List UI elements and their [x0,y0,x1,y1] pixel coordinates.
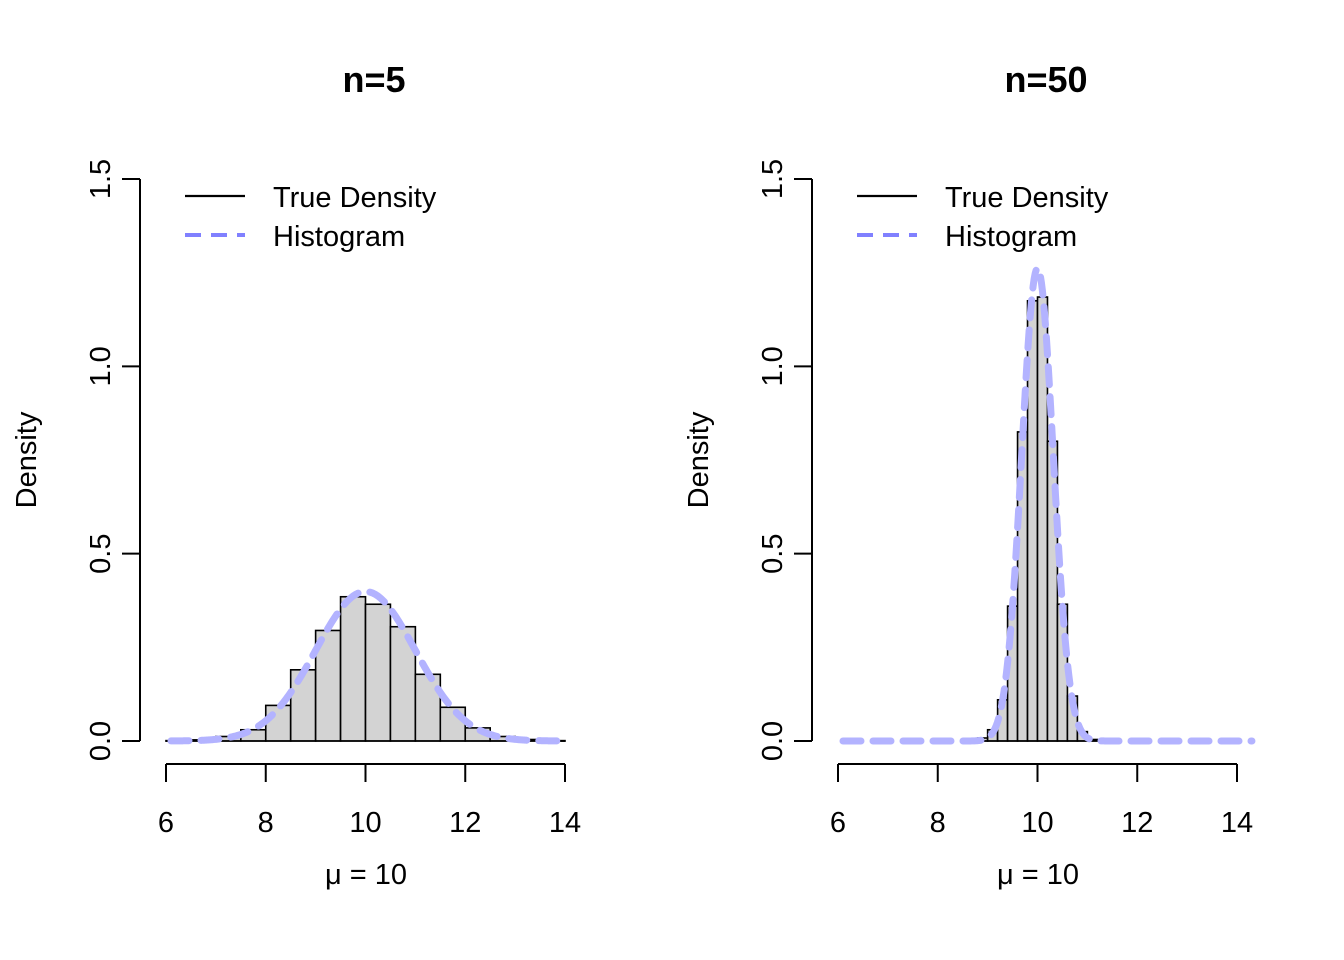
x-tick-label: 8 [258,807,274,839]
density-curve [839,263,1256,745]
y-tick-label: 1.0 [85,346,117,386]
legend: True Density Histogram [857,182,1109,253]
x-axis-label: μ = 10 [325,859,407,891]
chart-title: n=50 [1004,59,1087,100]
y-tick-label: 1.5 [757,159,789,199]
chart-title: n=5 [342,59,405,100]
panel-n50: n=50 μ = 10 Density 0.0 0.5 1.0 1.5 6 8 10 12 14… [683,59,1256,891]
y-tick-label: 0.0 [85,721,117,761]
histogram-bars [966,296,1099,742]
x-tick-label: 10 [1021,807,1053,839]
histogram-bar [339,595,367,742]
y-tick-label: 0.5 [757,534,789,574]
axes: 0.0 0.5 1.0 1.5 6 8 10 12 14 [757,159,1253,839]
histogram-bar [364,603,392,742]
density-curve-line [167,588,564,745]
legend: True Density Histogram [185,182,437,253]
histogram-bar [264,704,292,742]
histogram-bars [165,595,566,742]
y-tick-label: 0.0 [757,721,789,761]
y-axis-label: Density [11,411,43,508]
x-tick-label: 12 [1121,807,1153,839]
y-tick-label: 1.5 [85,159,117,199]
y-tick-label: 1.0 [757,346,789,386]
x-tick-label: 8 [930,807,946,839]
legend-label-histogram: Histogram [273,221,405,253]
histogram-bar [414,673,442,742]
x-tick-label: 12 [449,807,481,839]
density-curve [167,588,564,745]
y-tick-label: 0.5 [85,534,117,574]
legend-label-true-density: True Density [273,182,437,214]
legend-label-histogram: Histogram [945,221,1077,253]
x-tick-label: 14 [1221,807,1253,839]
x-tick-label: 14 [549,807,581,839]
histogram-bar [289,669,317,742]
x-tick-label: 6 [158,807,174,839]
panel-n5: n=5 μ = 10 Density 0.00.51.01.56 8 10 12 14 … [11,59,581,891]
y-axis-label: Density [683,411,715,508]
x-axis-label: μ = 10 [997,859,1079,891]
axes: 0.0 0.5 1.0 1.5 6 8 10 12 14 [85,159,581,839]
legend-label-true-density: True Density [945,182,1109,214]
x-tick-label: 10 [349,807,381,839]
x-tick-label: 6 [830,807,846,839]
histogram-bar [1036,296,1049,742]
density-curve-line [839,263,1256,745]
